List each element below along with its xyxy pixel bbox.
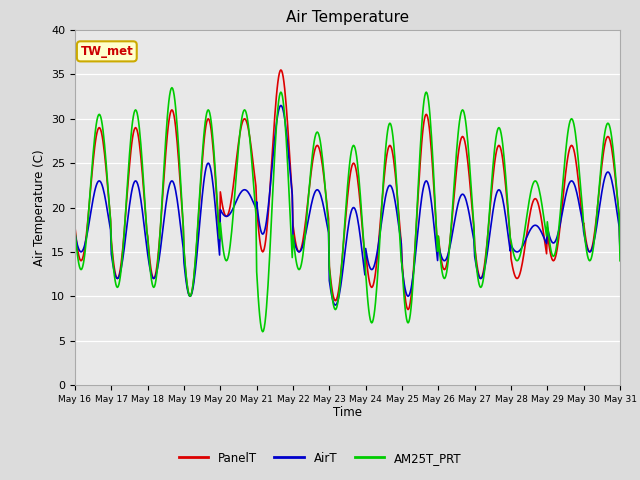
AM25T_PRT [191,257,199,263]
Line: PanelT: PanelT [75,70,620,310]
AirT [568,178,575,184]
AirT [340,253,348,259]
AM25T_PRT [447,224,455,229]
AM25T_PRT [259,329,267,335]
Line: AirT: AirT [75,106,620,305]
AM25T_PRT [568,116,575,121]
AirT [191,274,198,280]
AirT [332,302,339,308]
AM25T_PRT [168,85,176,91]
PanelT [71,225,79,230]
Line: AM25T_PRT: AM25T_PRT [75,88,620,332]
X-axis label: Time: Time [333,407,362,420]
AirT [71,231,79,237]
Title: Air Temperature: Air Temperature [286,10,409,24]
PanelT [404,307,412,312]
Text: TW_met: TW_met [81,45,133,58]
Legend: PanelT, AirT, AM25T_PRT: PanelT, AirT, AM25T_PRT [174,447,466,469]
PanelT [568,143,575,148]
AM25T_PRT [394,194,401,200]
AM25T_PRT [340,225,348,230]
PanelT [191,267,198,273]
PanelT [214,216,222,222]
PanelT [393,186,401,192]
AirT [214,235,222,241]
PanelT [277,67,285,73]
AM25T_PRT [616,258,624,264]
AirT [616,249,624,255]
PanelT [616,249,624,255]
Y-axis label: Air Temperature (C): Air Temperature (C) [33,149,45,266]
PanelT [340,238,348,244]
AM25T_PRT [71,228,79,234]
AirT [277,103,285,108]
AirT [394,214,401,219]
AirT [447,238,455,243]
PanelT [447,226,455,231]
AM25T_PRT [215,224,223,230]
